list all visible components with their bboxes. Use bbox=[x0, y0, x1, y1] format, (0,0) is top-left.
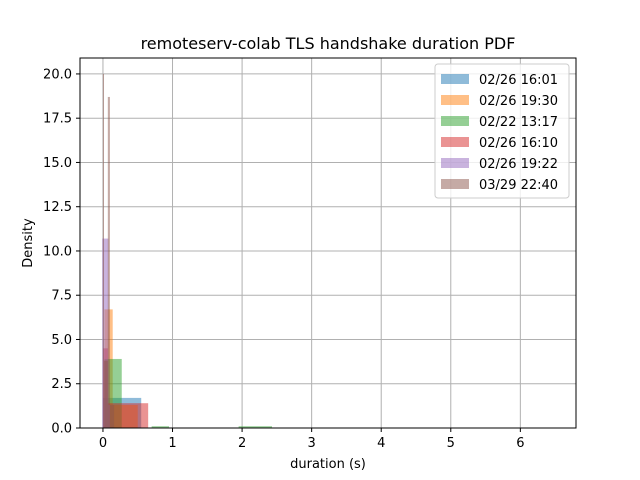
y-tick-label-6: 15.0 bbox=[43, 156, 72, 171]
y-tick-label-2: 5.0 bbox=[51, 333, 72, 348]
y-tick-label-8: 20.0 bbox=[43, 67, 72, 82]
y-axis-ticks: 0.0 2.5 5.0 7.5 10.0 12.5 15.0 17.5 20.0 bbox=[43, 67, 80, 437]
plot-frame bbox=[79, 57, 577, 429]
y-tick-label-7: 17.5 bbox=[43, 112, 72, 127]
y-tick-label-0: 0.0 bbox=[51, 422, 72, 437]
bar-series-5-bin-3 bbox=[109, 404, 115, 428]
y-tick-label-1: 2.5 bbox=[51, 377, 72, 392]
legend-entry-4: 02/26 19:22 bbox=[479, 157, 558, 172]
x-tick-label-5: 5 bbox=[447, 436, 455, 451]
legend-swatch-4 bbox=[441, 158, 469, 168]
chart-title: remoteserv-colab TLS handshake duration … bbox=[141, 34, 516, 53]
x-axis-label: duration (s) bbox=[290, 457, 366, 472]
x-axis-ticks: 0 1 2 3 4 5 6 bbox=[99, 428, 524, 451]
legend-entry-5: 03/29 22:40 bbox=[479, 178, 558, 193]
bar-series-5-bin-1 bbox=[104, 360, 108, 428]
bar-series-2-bin-1 bbox=[151, 426, 170, 428]
legend-entry-0: 02/26 16:01 bbox=[479, 73, 558, 88]
x-tick-label-4: 4 bbox=[377, 436, 385, 451]
x-tick-label-1: 1 bbox=[168, 436, 176, 451]
x-tick-label-3: 3 bbox=[308, 436, 316, 451]
legend-entry-3: 02/26 16:10 bbox=[479, 136, 558, 151]
bar-series-2-bin-2 bbox=[238, 426, 272, 428]
y-tick-label-3: 7.5 bbox=[51, 289, 72, 304]
legend-swatch-1 bbox=[441, 95, 469, 105]
bar-series-5-bin-0 bbox=[102, 73, 104, 428]
bar-series-5-bin-2 bbox=[107, 96, 110, 429]
y-axis-label: Density bbox=[21, 218, 36, 268]
legend-swatch-2 bbox=[441, 116, 469, 126]
histogram-bars bbox=[102, 73, 552, 429]
legend-swatch-5 bbox=[441, 179, 469, 189]
bar-series-4-bin-0 bbox=[102, 238, 109, 428]
y-tick-label-4: 10.0 bbox=[43, 244, 72, 259]
legend-swatch-3 bbox=[441, 137, 469, 147]
x-tick-label-2: 2 bbox=[238, 436, 246, 451]
legend-swatch-0 bbox=[441, 74, 469, 84]
x-tick-label-0: 0 bbox=[99, 436, 107, 451]
y-tick-label-5: 12.5 bbox=[43, 200, 72, 215]
x-tick-label-6: 6 bbox=[516, 436, 524, 451]
legend-entry-1: 02/26 19:30 bbox=[479, 94, 558, 109]
legend-entry-2: 02/22 13:17 bbox=[479, 115, 558, 130]
bar-series-3-bin-1 bbox=[107, 403, 149, 428]
legend: 02/26 16:01 02/26 19:30 02/22 13:17 02/26 1… bbox=[434, 63, 570, 199]
